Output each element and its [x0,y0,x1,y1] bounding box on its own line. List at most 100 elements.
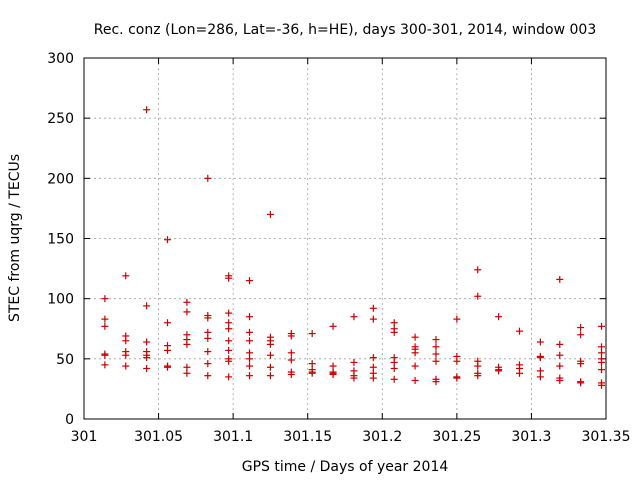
y-tick-label: 150 [47,232,74,248]
data-point [329,322,337,330]
data-point [411,362,419,370]
data-point [515,327,523,335]
data-point [350,313,358,321]
data-point [164,363,172,371]
data-point [122,362,130,370]
data-point [164,319,172,327]
y-tick-label: 200 [47,171,74,187]
y-tick-label: 250 [47,111,74,127]
y-tick-label: 50 [56,352,74,368]
data-point [225,309,233,317]
data-point [204,328,212,336]
data-point [122,351,130,359]
data-point [183,363,191,371]
x-tick-label: 301.35 [582,429,631,445]
data-point [101,322,109,330]
data-point [369,304,377,312]
axis-ticks: 301 301.05 301.1 301.15 301.2 301.25 301.3 301.… [47,51,630,445]
data-point [598,322,606,330]
data-point [183,308,191,316]
data-point [225,357,233,365]
data-point [598,343,606,351]
data-point [143,302,151,310]
data-point [122,272,130,280]
data-point [225,337,233,345]
data-point [390,358,398,366]
data-point [246,337,254,345]
x-tick-label: 301.05 [134,429,183,445]
data-point [225,346,233,354]
x-tick-label: 301 [71,429,98,445]
data-point [495,313,503,321]
data-point [246,355,254,363]
data-point [350,358,358,366]
data-point [577,324,585,332]
data-point [556,362,564,370]
data-point [453,374,461,382]
data-point [577,379,585,387]
data-point [266,363,274,371]
data-point [246,372,254,380]
data-point [246,349,254,357]
data-point [204,348,212,356]
data-point [495,367,503,375]
data-point [369,315,377,323]
data-point [536,338,544,346]
data-point [453,357,461,365]
data-point [143,354,151,362]
data-point [287,349,295,357]
data-point [225,319,233,327]
data-point [204,174,212,182]
data-point [225,325,233,333]
y-tick-label: 300 [47,51,74,67]
data-point [204,314,212,322]
y-tick-label: 100 [47,292,74,308]
data-point [183,298,191,306]
data-point [390,364,398,372]
data-point [266,210,274,218]
data-point [266,372,274,380]
data-point [122,337,130,345]
data-point [432,357,440,365]
data-points [101,106,606,389]
x-tick-label: 301.25 [432,429,481,445]
data-point [101,361,109,369]
data-point [266,340,274,348]
data-point [577,360,585,368]
data-point [350,374,358,382]
data-point [101,315,109,323]
data-point [474,362,482,370]
data-point [143,338,151,346]
data-point [246,313,254,321]
data-point [369,354,377,362]
data-point [246,362,254,370]
data-point [101,351,109,359]
data-point [369,363,377,371]
data-point [390,375,398,383]
data-point [577,331,585,339]
data-point [287,356,295,364]
data-point [598,366,606,374]
data-point [432,350,440,358]
x-axis-label: GPS time / Days of year 2014 [242,459,449,475]
data-point [287,332,295,340]
data-point [536,373,544,381]
data-point [556,340,564,348]
data-point [183,340,191,348]
data-point [287,370,295,378]
x-tick-label: 301.2 [362,429,402,445]
data-point [598,358,606,366]
data-point [164,346,172,354]
data-point [369,374,377,382]
data-point [474,292,482,300]
data-point [101,295,109,303]
data-point [204,372,212,380]
x-tick-label: 301.15 [283,429,332,445]
data-point [411,333,419,341]
data-point [411,376,419,384]
data-point [308,330,316,338]
data-point [598,381,606,389]
data-point [536,367,544,375]
data-point [225,274,233,282]
